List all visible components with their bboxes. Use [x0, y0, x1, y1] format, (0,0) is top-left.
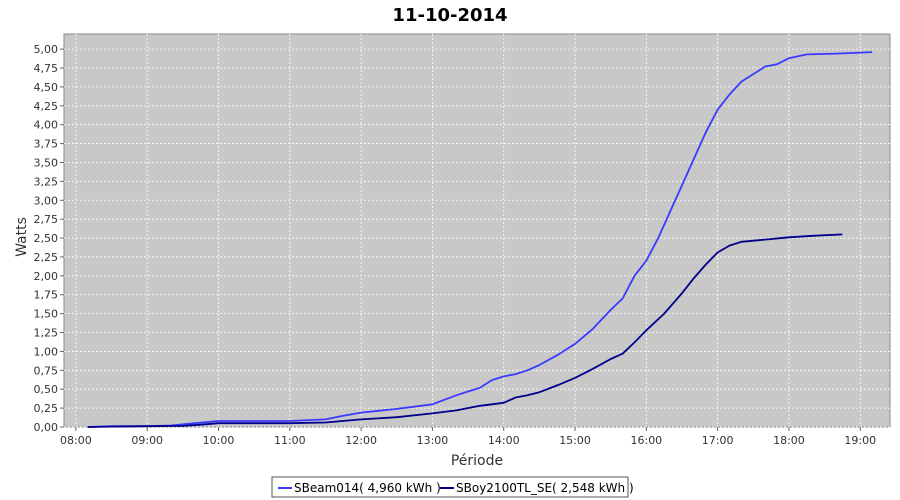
x-tick-label: 13:00 — [417, 434, 449, 447]
x-gridlines — [75, 34, 861, 427]
y-tick-label: 5,00 — [34, 43, 59, 56]
y-tick-label: 1,75 — [34, 289, 59, 302]
y-tick-label: 0,25 — [34, 402, 59, 415]
plot-area — [63, 33, 891, 428]
legend-entry: SBoy2100TL_SE( 2,548 kWh ) — [456, 481, 634, 495]
legend: SBeam014( 4,960 kWh ) SBoy2100TL_SE( 2,54… — [271, 476, 634, 498]
chart-title: 11-10-2014 — [392, 5, 507, 26]
y-tick-label: 1,50 — [34, 308, 59, 321]
y-tick-label: 0,00 — [34, 421, 59, 434]
y-tick-label: 0,50 — [34, 383, 59, 396]
series-layer — [87, 51, 873, 428]
y-tick-label: 3,75 — [34, 138, 59, 151]
y-tick-label: 3,25 — [34, 175, 59, 188]
y-gridlines — [64, 48, 890, 428]
x-axis: 08:00 09:00 10:00 11:00 12:00 13:00 14:00 15:00… — [60, 427, 876, 447]
x-tick-label: 17:00 — [702, 434, 734, 447]
y-tick-label: 2,75 — [34, 213, 59, 226]
x-tick-label: 19:00 — [844, 434, 876, 447]
y-tick-label: 4,50 — [34, 81, 59, 94]
series-line-2 — [87, 233, 843, 428]
y-tick-label: 2,50 — [34, 232, 59, 245]
x-tick-label: 11:00 — [274, 434, 306, 447]
y-axis-title: Watts — [14, 217, 30, 257]
y-tick-label: 4,75 — [34, 62, 59, 75]
y-tick-label: 2,00 — [34, 270, 59, 283]
series-line-1 — [87, 51, 873, 428]
x-tick-label: 09:00 — [131, 434, 163, 447]
x-tick-label: 14:00 — [488, 434, 520, 447]
y-tick-label: 2,25 — [34, 251, 59, 264]
y-tick-label: 3,00 — [34, 194, 59, 207]
y-tick-label: 0,75 — [34, 364, 59, 377]
legend-entry: SBeam014( 4,960 kWh ) — [294, 481, 441, 495]
x-axis-title: Période — [451, 453, 503, 469]
y-tick-label: 3,50 — [34, 156, 59, 169]
y-axis: 0,00 0,25 0,50 0,75 1,00 1,25 1,50 1,75 2,00 2,25… — [34, 43, 64, 434]
y-tick-label: 4,00 — [34, 119, 59, 132]
x-tick-label: 12:00 — [345, 434, 377, 447]
x-tick-label: 15:00 — [559, 434, 591, 447]
x-tick-label: 18:00 — [773, 434, 805, 447]
y-tick-label: 1,00 — [34, 345, 59, 358]
y-tick-label: 1,25 — [34, 327, 59, 340]
y-tick-label: 4,25 — [34, 100, 59, 113]
x-tick-label: 16:00 — [630, 434, 662, 447]
x-tick-label: 08:00 — [60, 434, 92, 447]
x-tick-label: 10:00 — [203, 434, 235, 447]
